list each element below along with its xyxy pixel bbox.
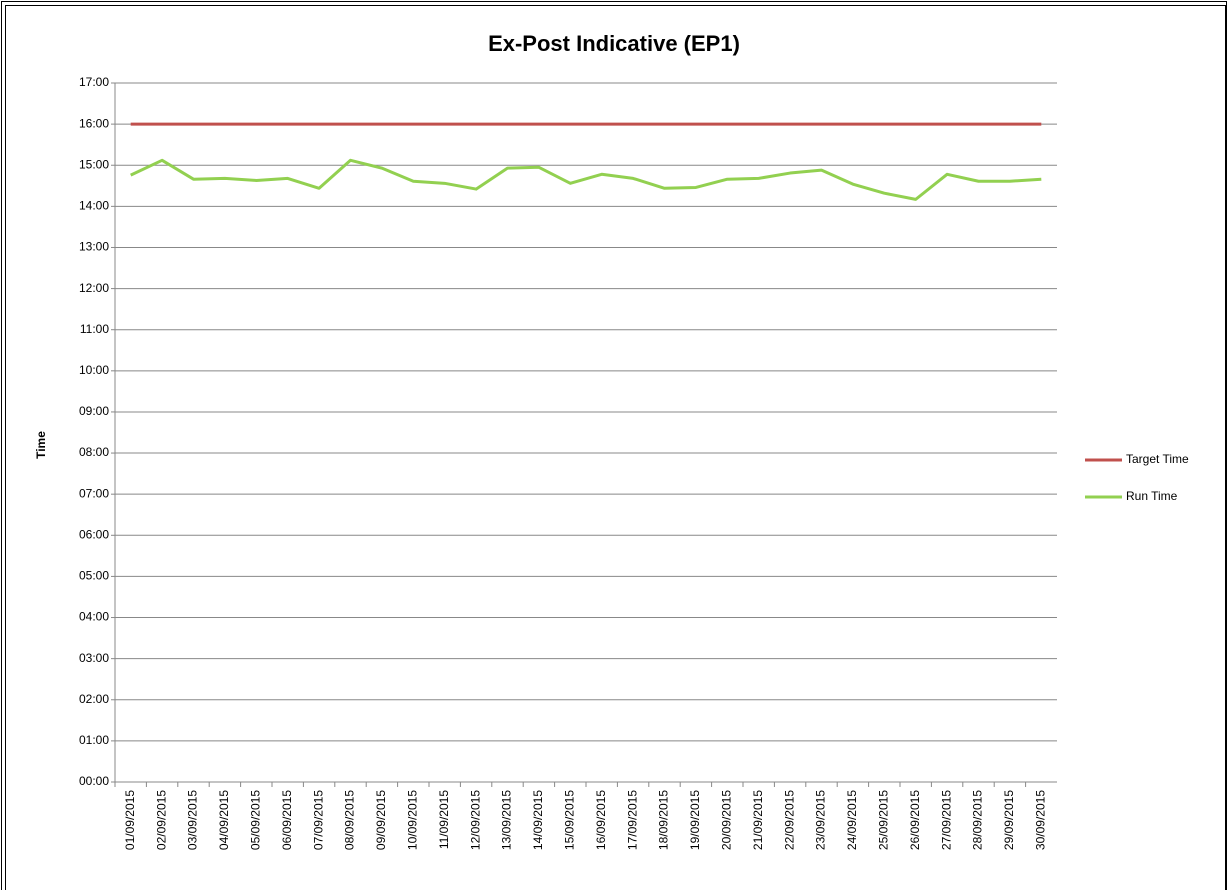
y-tick-label: 17:00 [79, 75, 109, 89]
x-tick-label: 21/09/2015 [751, 790, 765, 850]
x-tick-label: 05/09/2015 [248, 790, 262, 850]
y-tick-label: 14:00 [79, 199, 109, 213]
y-tick-label: 02:00 [79, 692, 109, 706]
x-tick-label: 01/09/2015 [123, 790, 137, 850]
x-tick-label: 07/09/2015 [311, 790, 325, 850]
x-tick-label: 20/09/2015 [719, 790, 733, 850]
y-tick-label: 07:00 [79, 486, 109, 500]
x-tick-label: 23/09/2015 [814, 790, 828, 850]
chart-border [5, 5, 1226, 890]
y-tick-label: 16:00 [79, 116, 109, 130]
y-tick-label: 04:00 [79, 610, 109, 624]
legend-label: Target Time [1126, 452, 1189, 466]
x-tick-label: 16/09/2015 [594, 790, 608, 850]
x-tick-label: 25/09/2015 [876, 790, 890, 850]
x-tick-label: 12/09/2015 [468, 790, 482, 850]
legend-label: Run Time [1126, 489, 1178, 503]
y-tick-label: 15:00 [79, 157, 109, 171]
x-tick-label: 26/09/2015 [908, 790, 922, 850]
chart-title: Ex-Post Indicative (EP1) [488, 31, 740, 56]
x-tick-label: 22/09/2015 [782, 790, 796, 850]
x-tick-label: 30/09/2015 [1033, 790, 1047, 850]
y-tick-label: 00:00 [79, 774, 109, 788]
x-tick-label: 13/09/2015 [500, 790, 514, 850]
y-tick-label: 13:00 [79, 240, 109, 254]
y-tick-label: 06:00 [79, 527, 109, 541]
y-tick-label: 01:00 [79, 733, 109, 747]
y-tick-label: 03:00 [79, 651, 109, 665]
x-tick-label: 28/09/2015 [971, 790, 985, 850]
x-tick-label: 27/09/2015 [939, 790, 953, 850]
x-tick-label: 04/09/2015 [217, 790, 231, 850]
x-tick-label: 15/09/2015 [562, 790, 576, 850]
x-tick-label: 10/09/2015 [405, 790, 419, 850]
x-tick-label: 08/09/2015 [343, 790, 357, 850]
x-tick-label: 29/09/2015 [1002, 790, 1016, 850]
x-tick-label: 24/09/2015 [845, 790, 859, 850]
y-tick-label: 11:00 [80, 322, 109, 336]
x-tick-label: 03/09/2015 [186, 790, 200, 850]
y-tick-label: 10:00 [79, 363, 109, 377]
y-axis-label: Time [34, 431, 48, 459]
y-tick-label: 09:00 [79, 404, 109, 418]
x-tick-label: 02/09/2015 [154, 790, 168, 850]
x-tick-label: 09/09/2015 [374, 790, 388, 850]
series-line [130, 158, 1042, 201]
x-tick-label: 18/09/2015 [657, 790, 671, 850]
y-tick-label: 12:00 [79, 281, 109, 295]
x-tick-label: 14/09/2015 [531, 790, 545, 850]
y-tick-label: 08:00 [79, 445, 109, 459]
x-tick-label: 11/09/2015 [437, 790, 451, 849]
x-tick-label: 06/09/2015 [280, 790, 294, 850]
x-tick-label: 17/09/2015 [625, 790, 639, 850]
x-tick-label: 19/09/2015 [688, 790, 702, 850]
y-tick-label: 05:00 [79, 569, 109, 583]
